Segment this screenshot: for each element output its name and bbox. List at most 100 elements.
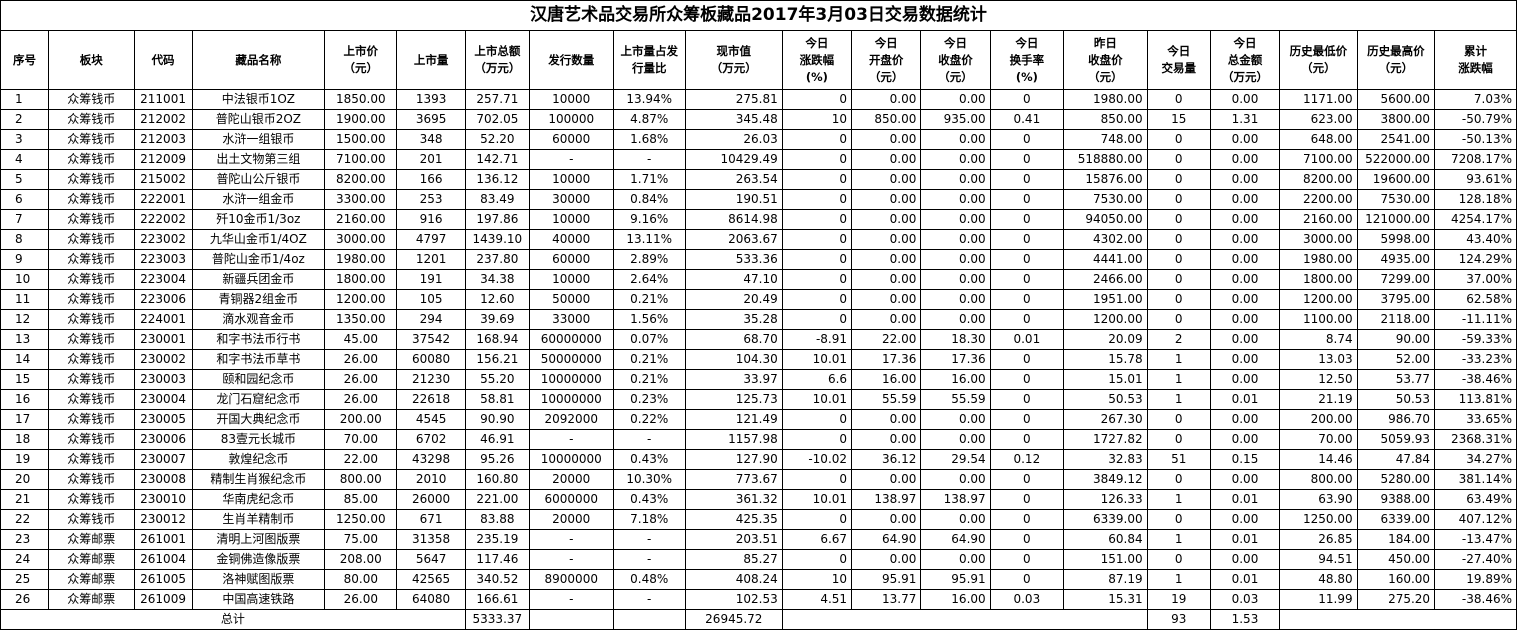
table-cell: 众筹钱币 bbox=[47, 449, 135, 470]
table-cell: 5059.93 bbox=[1356, 429, 1436, 450]
table-cell: 0.00 bbox=[920, 169, 991, 190]
table-cell: 64.90 bbox=[920, 529, 991, 550]
table-cell: 0.21% bbox=[612, 289, 686, 310]
table-cell: 10.30% bbox=[612, 469, 686, 490]
table-cell: 8200.00 bbox=[1279, 169, 1358, 190]
table-cell: 0 bbox=[989, 389, 1065, 410]
table-cell: 257.71 bbox=[464, 89, 530, 110]
table-cell: 261001 bbox=[133, 529, 193, 550]
table-cell: 222002 bbox=[133, 209, 193, 230]
table-cell: 0.00 bbox=[851, 129, 922, 150]
table-cell: 10 bbox=[781, 569, 853, 590]
column-header-line: 历史最高价 bbox=[1367, 44, 1425, 58]
table-cell: 0 bbox=[989, 269, 1065, 290]
table-cell: 2092000 bbox=[528, 409, 614, 430]
table-cell: - bbox=[612, 589, 686, 610]
column-header: 上市价 （元） bbox=[324, 30, 398, 90]
table-cell: 6702 bbox=[396, 429, 466, 450]
table-cell: 381.14% bbox=[1434, 469, 1517, 490]
table-cell: 935.00 bbox=[920, 109, 991, 130]
table-cell: 1980.00 bbox=[1279, 249, 1358, 270]
table-cell: 2010 bbox=[396, 469, 466, 490]
table-cell: 众筹邮票 bbox=[47, 569, 135, 590]
table-cell: 1200.00 bbox=[1063, 309, 1148, 330]
table-cell: 168.94 bbox=[464, 329, 530, 350]
table-cell: 125.73 bbox=[684, 389, 783, 410]
table-cell: 223006 bbox=[133, 289, 193, 310]
table-cell: 34.27% bbox=[1434, 449, 1517, 470]
table-cell: 0 bbox=[781, 89, 853, 110]
table-cell: 263.54 bbox=[684, 169, 783, 190]
table-cell: 1.68% bbox=[612, 129, 686, 150]
total-cell bbox=[781, 609, 1148, 630]
table-row: 15 众筹钱币 230003 颐和园纪念币 26.00 21230 55.20 1000000… bbox=[0, 369, 1517, 390]
table-cell: 87.19 bbox=[1063, 569, 1148, 590]
table-cell: 30000 bbox=[528, 189, 614, 210]
table-cell: 8.74 bbox=[1279, 329, 1358, 350]
table-cell: 151.00 bbox=[1063, 549, 1148, 570]
table-cell: 29.54 bbox=[920, 449, 991, 470]
table-cell: 50.53 bbox=[1063, 389, 1148, 410]
table-cell: 0.00 bbox=[920, 309, 991, 330]
table-cell: 歼10金币1/3oz bbox=[191, 209, 326, 230]
table-cell: 127.90 bbox=[684, 449, 783, 470]
table-cell: 230005 bbox=[133, 409, 193, 430]
table-cell: 2368.31% bbox=[1434, 429, 1517, 450]
table-cell: 275.81 bbox=[684, 89, 783, 110]
table-cell: 85.00 bbox=[324, 489, 398, 510]
table-cell: 10000000 bbox=[528, 449, 614, 470]
table-cell: 19 bbox=[1146, 589, 1211, 610]
table-cell: 17 bbox=[0, 409, 49, 430]
table-cell: 126.33 bbox=[1063, 489, 1148, 510]
table-cell: 0.03 bbox=[1209, 589, 1281, 610]
table-cell: 800.00 bbox=[324, 469, 398, 490]
table-cell: 开国大典纪念币 bbox=[191, 409, 326, 430]
table-cell: 34.38 bbox=[464, 269, 530, 290]
column-header-line: （元） bbox=[1378, 61, 1414, 75]
table-cell: 和字书法币行书 bbox=[191, 329, 326, 350]
table-cell: 1 bbox=[1146, 529, 1211, 550]
table-cell: 0.00 bbox=[1209, 229, 1281, 250]
table-cell: 128.18% bbox=[1434, 189, 1517, 210]
table-cell: 50000 bbox=[528, 289, 614, 310]
table-cell: 金铜佛造像版票 bbox=[191, 549, 326, 570]
table-cell: 0.00 bbox=[851, 309, 922, 330]
table-row: 4 众筹钱币 212009 出土文物第三组 7100.00 201 142.71- -1042… bbox=[0, 149, 1517, 170]
table-cell: 0.00 bbox=[851, 249, 922, 270]
table-cell: 0.00 bbox=[851, 269, 922, 290]
table-cell: 26 bbox=[0, 589, 49, 610]
table-cell: 230004 bbox=[133, 389, 193, 410]
table-cell: 0.00 bbox=[1209, 549, 1281, 570]
table-cell: 104.30 bbox=[684, 349, 783, 370]
table-cell: 新疆兵团金币 bbox=[191, 269, 326, 290]
table-cell: 众筹邮票 bbox=[47, 549, 135, 570]
table-cell: 37.00% bbox=[1434, 269, 1517, 290]
table-cell: 1171.00 bbox=[1279, 89, 1358, 110]
table-cell: 25 bbox=[0, 569, 49, 590]
column-header: 昨日 收盘价 （元） bbox=[1063, 30, 1148, 90]
table-cell: 0.00 bbox=[1209, 469, 1281, 490]
table-cell: 8 bbox=[0, 229, 49, 250]
table-cell: 230006 bbox=[133, 429, 193, 450]
table-cell: 113.81% bbox=[1434, 389, 1517, 410]
table-row: 2 众筹钱币 212002 普陀山银币2OZ 1900.00 3695 702.05 1000… bbox=[0, 109, 1517, 130]
column-header: 藏品名称 bbox=[191, 30, 326, 90]
table-cell: 6.6 bbox=[781, 369, 853, 390]
table-cell: 0 bbox=[1146, 289, 1211, 310]
table-cell: 华南虎纪念币 bbox=[191, 489, 326, 510]
table-cell: 124.29% bbox=[1434, 249, 1517, 270]
column-header-line: （万元） bbox=[710, 61, 757, 75]
table-cell: 普陀山金币1/4oz bbox=[191, 249, 326, 270]
table-cell: 223003 bbox=[133, 249, 193, 270]
column-header: 上市量占发 行量比 bbox=[612, 30, 686, 90]
table-cell: 0 bbox=[989, 169, 1065, 190]
table-cell: 200.00 bbox=[1279, 409, 1358, 430]
total-cell: 93 bbox=[1146, 609, 1211, 630]
table-cell: 0.00 bbox=[851, 189, 922, 210]
table-cell: 31358 bbox=[396, 529, 466, 550]
table-cell: 60080 bbox=[396, 349, 466, 370]
table-cell: 12.60 bbox=[464, 289, 530, 310]
table-cell: 522000.00 bbox=[1356, 149, 1436, 170]
table-cell: 7299.00 bbox=[1356, 269, 1436, 290]
table-cell: 138.97 bbox=[851, 489, 922, 510]
